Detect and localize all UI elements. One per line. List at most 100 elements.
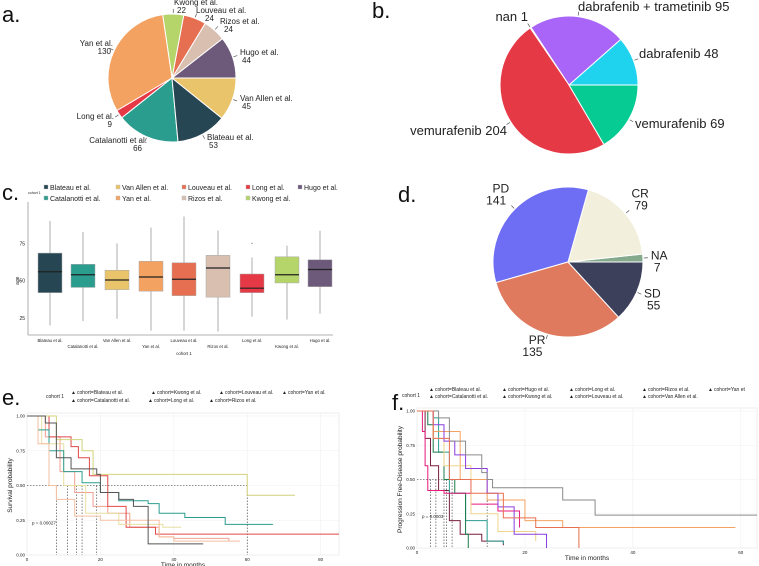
- slice-value: 69: [710, 116, 724, 131]
- survival-curve: [27, 415, 182, 528]
- legend-swatch: [115, 184, 121, 190]
- legend-label: cohort=Yan et: [714, 387, 746, 393]
- label-leader: [214, 26, 219, 30]
- slice-value: 135: [522, 345, 542, 359]
- p-value-label: p = 0.0003: [422, 514, 444, 519]
- slice-value: 24: [224, 25, 233, 34]
- survival-curve: [417, 410, 757, 516]
- label-leader: [233, 99, 238, 102]
- legend-marker: ▲: [209, 398, 214, 404]
- label-leader: [511, 205, 515, 209]
- legend-label: cohort=Kwong et al.: [508, 394, 552, 400]
- y-tick-label: 1.00: [406, 409, 415, 414]
- legend-label: cohort=Long et al.: [154, 398, 194, 404]
- pie-slice: [121, 77, 179, 143]
- legend-label: Van Allen et al.: [122, 185, 168, 192]
- label-leader: [634, 58, 639, 61]
- box: [239, 273, 265, 293]
- pie-slice: [495, 261, 620, 338]
- legend-title: cohort 1: [28, 191, 41, 195]
- panel-label-b: b.: [372, 0, 390, 23]
- y-tick-label: 0.00: [406, 546, 415, 551]
- p-value-label: p = 0.00027: [32, 520, 56, 525]
- label-leader: [625, 210, 630, 214]
- label-leader: [194, 13, 197, 18]
- legend-marker: ▲: [502, 387, 507, 393]
- pie-slice: [568, 84, 639, 146]
- x-axis-label: Time in months: [565, 555, 610, 562]
- y-tick-label: 1.00: [16, 414, 25, 419]
- legend-marker: ▲: [71, 398, 76, 404]
- legend-swatch: [245, 184, 251, 190]
- slice-value: 24: [205, 14, 214, 23]
- slice-name: Blateau et al.: [207, 133, 254, 142]
- legend-label: cohort=Louveau et al.: [575, 394, 623, 400]
- pie-slice: [170, 77, 237, 119]
- x-tick-label: 20: [522, 550, 528, 555]
- survival-curve: [417, 410, 521, 528]
- slice-name: Louveau et al.: [196, 6, 246, 15]
- box: [274, 256, 300, 284]
- y-tick-label: 0.75: [16, 448, 25, 453]
- slice-value: 66: [133, 144, 142, 153]
- y-tick-label: 0.25: [16, 518, 25, 523]
- x-tick-label: Rizos et al.: [207, 344, 228, 349]
- legend-marker: ▲: [282, 390, 287, 396]
- legend-marker: ▲: [708, 387, 713, 393]
- slice-name: dabrafenib + trametinib: [578, 0, 711, 14]
- legend-swatch: [115, 195, 121, 201]
- x-tick-label: 40: [171, 557, 177, 562]
- label-leader: [629, 119, 634, 123]
- label-leader: [637, 292, 642, 295]
- label-leader: [506, 122, 511, 125]
- y-tick-label: 0.75: [406, 443, 415, 448]
- legend-marker: ▲: [148, 398, 153, 404]
- survival-curve: [417, 410, 469, 548]
- y-tick-label: 75: [19, 241, 25, 247]
- slice-name: Rizos et al.: [220, 17, 260, 26]
- slice-value: 48: [704, 46, 718, 61]
- slice-name: Long et al.: [77, 112, 114, 121]
- legend-marker: ▲: [71, 390, 76, 396]
- legend-swatch: [181, 184, 187, 190]
- label-leader: [144, 137, 147, 142]
- legend-label: Blateau et al.: [50, 185, 91, 192]
- x-tick-label: 40: [630, 550, 636, 555]
- survival-curve: [27, 415, 204, 545]
- pie-chart-treatments: dabrafenib 48 dabrafenib + trametinib 95 n…: [410, 0, 729, 155]
- label-leader: [545, 335, 548, 340]
- slice-value: 55: [647, 298, 661, 312]
- slice-name: PR: [529, 333, 546, 347]
- panel-label-c: c.: [2, 180, 19, 205]
- legend-label: cohort=Catalanotti et al.: [435, 394, 488, 400]
- y-axis-label: Survival probability: [7, 457, 14, 512]
- legend-label: cohort=Rizos et al.: [215, 398, 257, 404]
- legend-marker: ▲: [642, 394, 647, 400]
- y-tick-label: 0.25: [406, 511, 415, 516]
- pie-slice: [107, 14, 173, 112]
- x-tick-label: 80: [318, 557, 324, 562]
- label-leader: [202, 135, 205, 139]
- plot-area: [416, 407, 758, 549]
- panel-label-f: f.: [392, 390, 404, 415]
- legend-marker: ▲: [642, 387, 647, 393]
- legend-label: cohort=Kwong et al.: [157, 390, 201, 396]
- legend-label: Long et al.: [252, 185, 285, 192]
- slice-name: NA: [651, 249, 668, 263]
- box: [307, 259, 333, 287]
- y-tick-label: 0.00: [16, 553, 25, 558]
- survival-curve: [27, 415, 240, 542]
- slice-name: Catalanotti et al.: [89, 136, 147, 145]
- legend-marker: ▲: [429, 387, 434, 393]
- legend-label: cohort=Louveau et al.: [225, 390, 273, 396]
- pie-slice: [566, 261, 644, 318]
- x-tick-label: Van Allen et al.: [103, 338, 131, 343]
- slice-value: 45: [242, 102, 251, 111]
- box: [205, 255, 231, 298]
- slice-label: dabrafenib 48: [639, 46, 719, 61]
- plot-area: [26, 412, 340, 556]
- legend-label: cohort=Blateau et al.: [77, 390, 123, 396]
- label-leader: [577, 11, 580, 16]
- slice-name: CR: [631, 187, 649, 201]
- legend-swatch: [297, 184, 303, 190]
